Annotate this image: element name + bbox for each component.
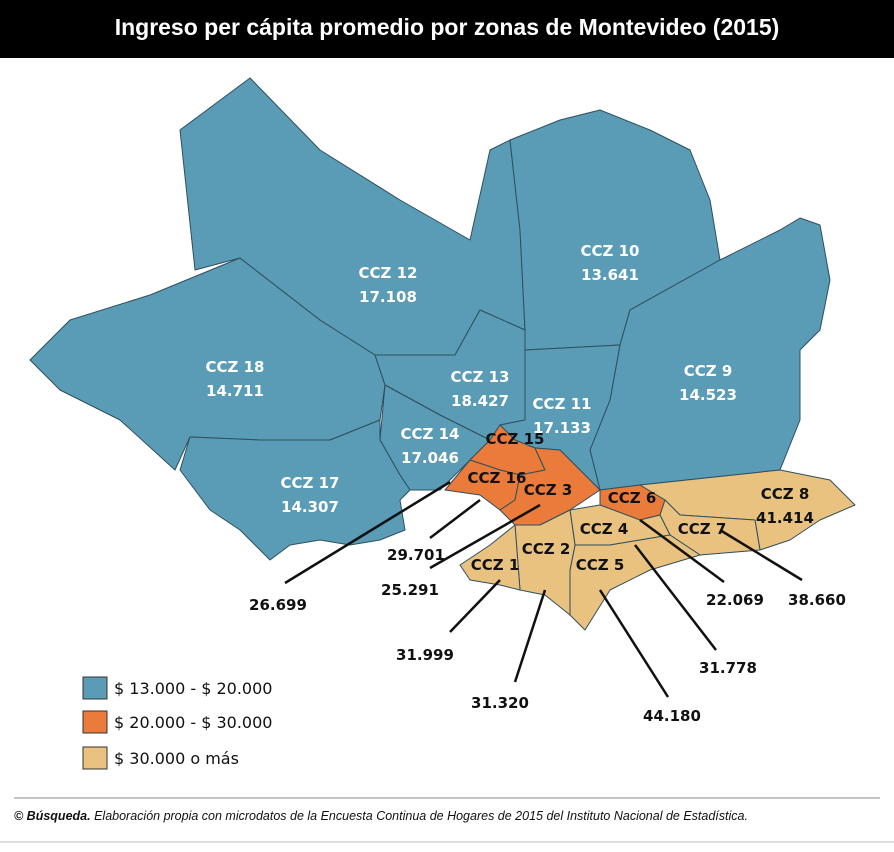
zone-name: CCZ 18 — [206, 358, 265, 376]
legend: $ 13.000 - $ 20.000 $ 20.000 - $ 30.000 … — [82, 676, 272, 770]
leader-line — [449, 579, 501, 633]
legend-swatch — [82, 676, 108, 700]
zone-value: 17.046 — [401, 449, 459, 467]
zones — [29, 77, 856, 631]
callout-value: 22.069 — [706, 591, 764, 609]
legend-label: $ 20.000 - $ 30.000 — [114, 713, 272, 732]
zone-value: 13.641 — [581, 266, 639, 284]
zone-value: 41.414 — [756, 509, 814, 527]
callouts: 29.701 25.291 26.699 31.999 31.320 44.18… — [249, 546, 846, 725]
legend-label: $ 30.000 o más — [114, 749, 239, 768]
zone-name: CCZ 15 — [486, 430, 545, 448]
legend-swatch — [82, 710, 108, 734]
callout-value: 31.999 — [396, 646, 454, 664]
callout-value: 31.320 — [471, 694, 529, 712]
callout-value: 38.660 — [788, 591, 846, 609]
zone-name: CCZ 7 — [678, 520, 727, 538]
leader-line — [639, 518, 725, 584]
zone-name: CCZ 14 — [401, 425, 460, 443]
leader-line — [429, 499, 481, 539]
zone-name: CCZ 4 — [580, 520, 629, 538]
zone — [459, 524, 521, 591]
callout-value: 44.180 — [643, 707, 701, 725]
zone-name: CCZ 17 — [281, 474, 340, 492]
leader-line — [634, 544, 717, 651]
legend-label: $ 13.000 - $ 20.000 — [114, 679, 272, 698]
zone-name: CCZ 13 — [451, 368, 510, 386]
callout-value: 26.699 — [249, 596, 307, 614]
leader-line — [513, 589, 547, 683]
title: Ingreso per cápita promedio por zonas de… — [115, 14, 780, 40]
callout-value: 31.778 — [699, 659, 757, 677]
title-bar — [0, 0, 894, 58]
zone-labels: CCZ 12 17.108 CCZ 10 13.641 CCZ 18 14.71… — [206, 242, 814, 574]
footer-source: © Búsqueda. — [14, 809, 91, 823]
zone — [514, 509, 576, 616]
zone-name: CCZ 1 — [471, 556, 520, 574]
footer: © Búsqueda. Elaboración propia con micro… — [14, 809, 748, 823]
zone-name: CCZ 6 — [608, 489, 657, 507]
zone-value: 14.307 — [281, 498, 339, 516]
leader-line — [284, 480, 451, 585]
legend-swatch — [82, 746, 108, 770]
zone-name: CCZ 2 — [522, 540, 571, 558]
zone-value: 14.711 — [206, 382, 264, 400]
zone-name: CCZ 8 — [761, 485, 810, 503]
leader-lines — [284, 480, 803, 698]
zone-name: CCZ 11 — [533, 395, 592, 413]
zone-name: CCZ 9 — [684, 362, 733, 380]
zone-name: CCZ 12 — [359, 264, 418, 282]
zone-name: CCZ 5 — [576, 556, 625, 574]
zone-value: 17.108 — [359, 288, 417, 306]
zone-name: CCZ 3 — [524, 481, 573, 499]
zone-value: 17.133 — [533, 419, 591, 437]
zone-value: 14.523 — [679, 386, 737, 404]
zone-name: CCZ 16 — [468, 469, 527, 487]
zone-name: CCZ 10 — [581, 242, 640, 260]
footer-text: Elaboración propia con microdatos de la … — [94, 809, 748, 823]
callout-value: 29.701 — [387, 546, 445, 564]
callout-value: 25.291 — [381, 581, 439, 599]
zone — [179, 419, 411, 561]
leader-line — [598, 589, 670, 698]
leader-line — [429, 503, 541, 570]
zone-value: 18.427 — [451, 392, 509, 410]
leader-line — [719, 528, 803, 582]
